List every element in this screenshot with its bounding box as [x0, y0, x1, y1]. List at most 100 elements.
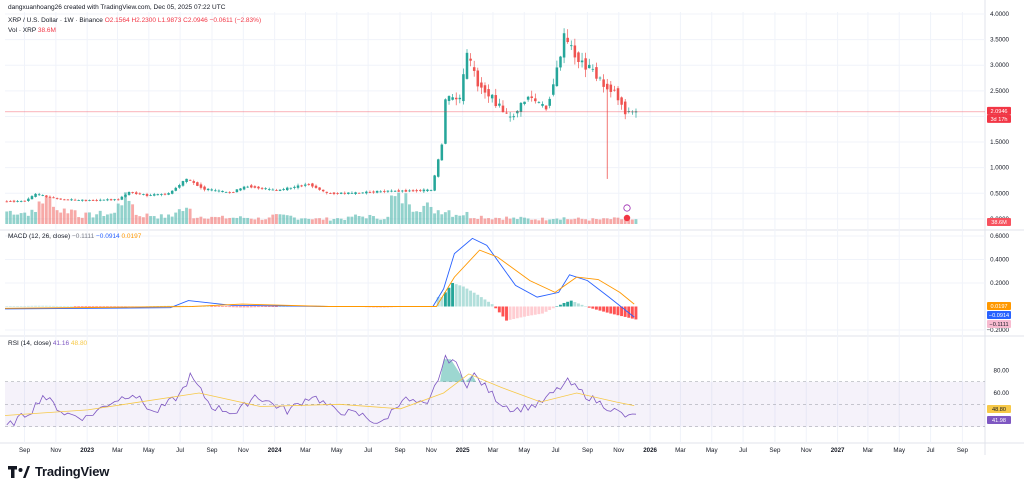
macd-histogram-bar [469, 290, 473, 307]
macd-histogram-bar [26, 305, 30, 307]
price-axis-label: 2.5000 [990, 88, 1009, 95]
time-axis-label: Sep [582, 447, 594, 454]
volume-bar [285, 215, 289, 224]
macd-histogram-bar [447, 287, 451, 307]
volume-bar [505, 216, 508, 224]
volume-bar [102, 216, 106, 224]
symbol-name[interactable]: XRP / U.S. Dollar · 1W · Binance [8, 17, 103, 24]
volume-bar [37, 201, 41, 224]
volume-legend[interactable]: Vol · XRP 38.6M [8, 27, 56, 34]
volume-bar [490, 219, 494, 224]
volume-badge: 38.6M [991, 220, 1007, 226]
candle-body [505, 112, 508, 114]
candle-body [616, 88, 620, 101]
macd-histogram-bar [8, 306, 12, 307]
macd-histogram-bar [62, 306, 66, 307]
candle-body [494, 95, 498, 107]
macd-histogram-bar [224, 306, 228, 307]
macd-signal-badge-bg [987, 302, 1011, 310]
candle-body [106, 199, 109, 201]
candle-body [30, 196, 34, 200]
volume-bar [523, 217, 526, 224]
volume-bar [609, 219, 613, 224]
volume-bar [138, 216, 142, 224]
candle-body [595, 67, 598, 79]
volume-bar [422, 205, 426, 224]
volume-bar [476, 218, 480, 224]
candle-body [131, 192, 134, 193]
rsi-overbought-fill [440, 359, 476, 382]
candle-body [250, 185, 253, 188]
volume-bar [181, 211, 185, 224]
volume-bar [141, 217, 145, 224]
candle-body [598, 77, 602, 79]
macd-histogram-bar [566, 301, 570, 307]
candle-body [415, 190, 418, 192]
candle-body [512, 116, 516, 118]
macd-histogram-bar [523, 306, 526, 317]
tradingview-brand[interactable]: TradingView [8, 464, 109, 479]
macd-histogram-bar [213, 306, 217, 307]
time-axis-label: May [143, 447, 156, 454]
volume-bar [8, 210, 12, 224]
rsi-band [5, 381, 985, 427]
macd-histogram-bar [282, 306, 286, 307]
volume-bar [23, 212, 27, 224]
macd-histogram-bar [271, 306, 275, 307]
candle-body [235, 189, 239, 193]
price-axis-label: 4.0000 [990, 11, 1009, 18]
macd-histogram-bar [594, 306, 598, 310]
candle-body [343, 192, 347, 194]
macd-histogram-bar [264, 306, 268, 307]
macd-legend[interactable]: MACD (12, 26, close) −0.1111 −0.0914 0.0… [8, 233, 141, 240]
macd-pane[interactable] [4, 237, 638, 321]
macd-histogram-bar [623, 306, 627, 317]
volume-bar [537, 220, 541, 224]
rsi-badge: 41.98 [992, 418, 1006, 424]
macd-histogram-bar [77, 306, 81, 307]
macd-histogram-bar [19, 306, 23, 307]
candle-body [462, 74, 465, 102]
brand-name: TradingView [35, 464, 110, 479]
volume-bar [390, 195, 393, 224]
price-axis-label: 0.5000 [990, 190, 1009, 197]
candle-body [336, 193, 339, 194]
volume-bar [336, 218, 339, 224]
macd-histogram-bar [152, 306, 156, 307]
candle-body [613, 89, 616, 91]
macd-histogram-bar [174, 305, 178, 307]
event-earnings-icon [623, 214, 631, 222]
candle-body [465, 52, 469, 79]
time-axis-label: 2023 [80, 447, 94, 454]
volume-bar [512, 217, 516, 224]
candle-body [210, 189, 213, 191]
volume-bar [52, 206, 55, 224]
volume-bar [221, 215, 224, 224]
volume-bar [105, 214, 109, 224]
macd-histogram-bar [591, 306, 595, 309]
macd-histogram-bar [573, 302, 577, 307]
macd-histogram-bar [30, 305, 34, 307]
macd-histogram-bar [505, 306, 508, 321]
volume-bar [634, 219, 638, 224]
candle-body [454, 97, 458, 100]
macd-histogram-bar [87, 306, 91, 307]
candle-body [289, 187, 293, 189]
volume-bar [411, 211, 415, 224]
price-pane[interactable] [5, 28, 985, 224]
volume-bar [400, 203, 404, 224]
candle-body [113, 199, 116, 201]
volume-bar [350, 216, 354, 224]
volume-bar [368, 214, 372, 224]
rsi-legend[interactable]: RSI (14, close) 41.16 48.80 [8, 340, 87, 347]
volume-bar [375, 218, 379, 224]
candle-body [526, 96, 530, 100]
volume-bar [253, 219, 257, 224]
candle-body [70, 199, 73, 201]
rsi-pane[interactable] [4, 354, 985, 428]
candle-body [325, 191, 329, 193]
volume-bar [458, 215, 462, 224]
candle-body [570, 45, 573, 47]
candle-body [444, 99, 447, 144]
